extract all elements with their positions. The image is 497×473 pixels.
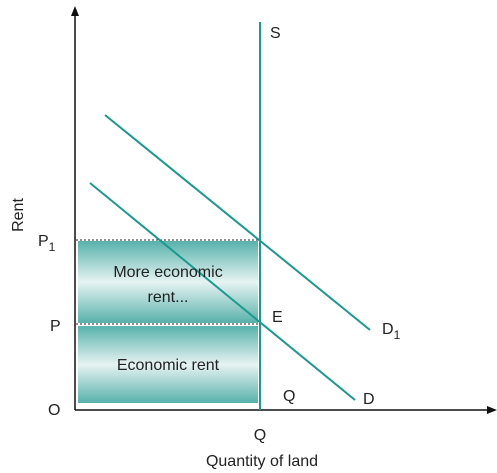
x-axis-label: Quantity of land <box>206 453 318 470</box>
demand-d-line <box>89 182 356 401</box>
upper-area-label-2: rent... <box>148 289 189 306</box>
p1-label: P1 <box>38 233 56 254</box>
upper-area-label-1: More economic <box>113 264 222 281</box>
y-axis-arrow <box>71 6 79 16</box>
supply-label: S <box>270 25 281 42</box>
demand-d1-line <box>104 114 371 331</box>
y-axis-label: Rent <box>10 198 27 232</box>
q-inner-label: Q <box>283 388 295 405</box>
upper-rent-area <box>78 241 258 323</box>
x-axis-arrow <box>487 406 497 414</box>
equilibrium-label: E <box>272 309 283 326</box>
d-label: D <box>363 391 375 408</box>
q-axis-label: Q <box>254 427 266 444</box>
origin-label: O <box>48 402 60 419</box>
p-label: P <box>50 318 61 335</box>
lower-rent-area <box>78 326 258 403</box>
lower-area-label: Economic rent <box>117 357 220 374</box>
d1-label: D1 <box>382 321 401 342</box>
d1-sub: 1 <box>394 328 401 342</box>
p1-sub: 1 <box>49 240 56 254</box>
p1-main: P <box>38 233 49 250</box>
d1-main: D <box>382 321 394 338</box>
